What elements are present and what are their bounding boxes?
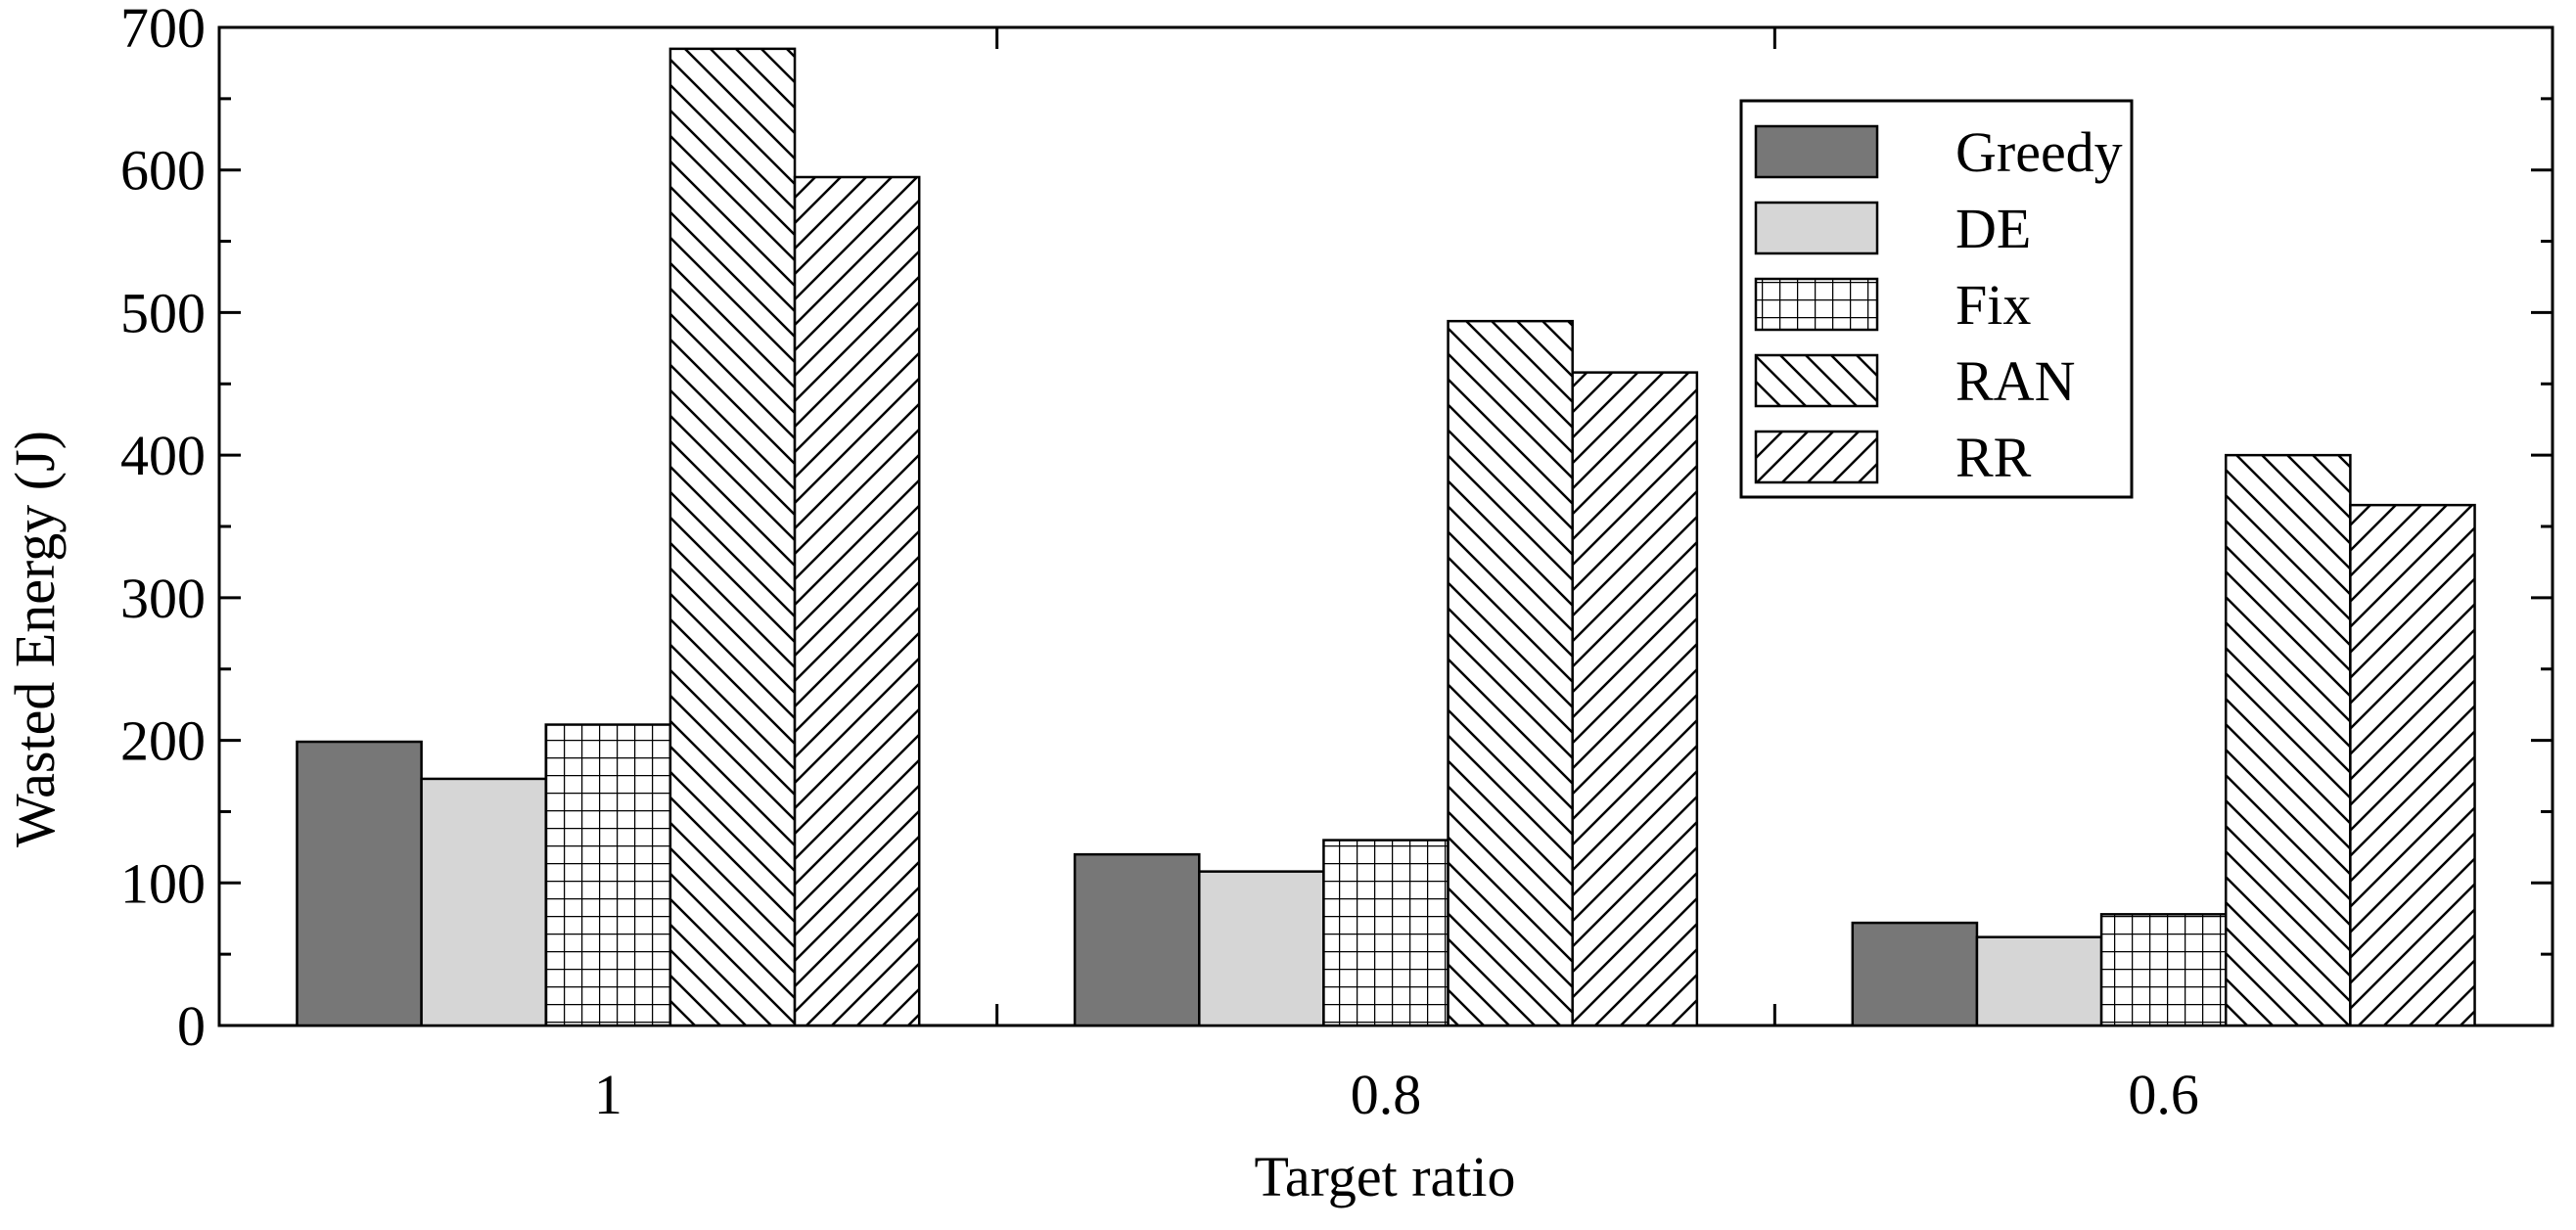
bar-ran-0.6 (2224, 453, 2352, 1027)
legend-swatch-ran (1754, 353, 1879, 408)
legend-swatch-greedy (1754, 124, 1879, 179)
bar-fix-0.6 (2099, 913, 2228, 1027)
bar-greedy-0.6 (1851, 921, 1979, 1027)
x-axis-title: Target ratio (1254, 1145, 1515, 1208)
legend-label-greedy: Greedy (1955, 120, 2123, 184)
bar-fix-1 (544, 723, 672, 1027)
bars (296, 47, 2476, 1027)
bar-de-1 (420, 777, 548, 1027)
legend-label-fix: Fix (1955, 273, 2031, 337)
y-tick-label: 700 (120, 0, 206, 60)
legend-label-rr: RR (1955, 426, 2032, 489)
bar-rr-0.8 (1571, 371, 1699, 1027)
legend-swatch-de (1754, 201, 1879, 255)
bar-ran-1 (668, 47, 797, 1027)
x-tick-label: 0.8 (1351, 1063, 1422, 1126)
legend-swatch-fix (1754, 277, 1879, 332)
x-tick-label: 1 (594, 1063, 622, 1126)
x-axis: 1 0.8 0.6 (594, 27, 2199, 1126)
bar-rr-1 (793, 175, 921, 1027)
legend-label-ran: RAN (1955, 349, 2075, 413)
bar-ran-0.8 (1447, 319, 1574, 1027)
y-tick-label: 500 (120, 281, 206, 344)
y-tick-label: 200 (120, 709, 206, 773)
bar-fix-0.8 (1322, 839, 1449, 1027)
legend-label-de: DE (1955, 197, 2031, 260)
y-axis: 0 100 200 300 400 500 600 700 (120, 0, 2553, 1058)
y-tick-label: 0 (177, 994, 206, 1058)
legend: Greedy DE Fix RAN RR (1739, 99, 2134, 499)
y-tick-label: 600 (120, 139, 206, 203)
bar-greedy-1 (296, 740, 423, 1027)
bar-de-0.8 (1198, 870, 1325, 1027)
legend-swatch-rr (1754, 430, 1879, 484)
bar-rr-0.6 (2349, 503, 2476, 1027)
y-tick-label: 400 (120, 424, 206, 487)
bar-de-0.6 (1975, 935, 2103, 1027)
x-tick-label: 0.6 (2128, 1063, 2199, 1126)
bar-greedy-0.8 (1073, 852, 1201, 1027)
y-tick-label: 300 (120, 567, 206, 630)
y-tick-label: 100 (120, 851, 206, 915)
y-axis-title: Wasted Energy (J) (3, 431, 67, 847)
